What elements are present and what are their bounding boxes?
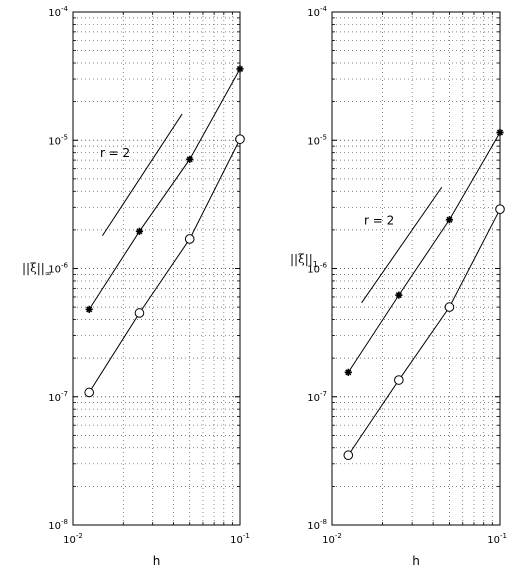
star-marker bbox=[85, 305, 93, 313]
circle-marker bbox=[394, 375, 404, 385]
y-tick-label: 10-8 bbox=[48, 518, 68, 532]
right-grid bbox=[332, 12, 500, 525]
left-x-axis-label: h bbox=[153, 554, 161, 568]
left-ticks bbox=[72, 11, 241, 526]
circle-marker bbox=[343, 450, 354, 461]
circle-marker bbox=[184, 234, 195, 244]
right-series-reference-slope bbox=[361, 186, 443, 304]
left-series-reference-slope bbox=[101, 113, 183, 237]
y-tick-label: 10-4 bbox=[48, 5, 68, 19]
series-line bbox=[101, 113, 183, 237]
circle-marker bbox=[134, 308, 145, 318]
left-series-circle bbox=[84, 134, 245, 398]
left-slope-annotation: r = 2 bbox=[100, 146, 130, 160]
y-tick-label: 10-5 bbox=[307, 133, 327, 147]
right-chart-panel: 10-8 10-7 10-6 10-5 10-4 10-2 10-1 h ||ξ||1 r = 2 bbox=[290, 5, 507, 568]
circle-marker bbox=[444, 302, 455, 312]
star-marker bbox=[496, 128, 504, 137]
star-marker bbox=[344, 368, 352, 376]
y-tick-label: 10-7 bbox=[307, 390, 327, 404]
star-marker bbox=[236, 65, 244, 73]
y-tick-label: 10-4 bbox=[307, 5, 327, 19]
right-slope-annotation: r = 2 bbox=[364, 214, 394, 228]
series-line bbox=[88, 138, 241, 393]
star-marker bbox=[135, 227, 144, 235]
left-chart-panel: 10-8 10-7 10-6 10-5 10-4 10-2 10-1 h ||ξ||∞ r = 2 bbox=[22, 5, 250, 568]
series-line bbox=[347, 132, 501, 373]
y-tick-label: 10-6 bbox=[48, 262, 68, 276]
left-grid bbox=[73, 12, 240, 525]
star-marker bbox=[186, 155, 194, 163]
x-tick-label: 10-2 bbox=[322, 532, 342, 546]
y-tick-label: 10-8 bbox=[307, 518, 327, 532]
right-x-axis-label: h bbox=[412, 554, 420, 568]
y-tick-label: 10-6 bbox=[307, 262, 327, 276]
circle-marker bbox=[495, 204, 505, 214]
series-line bbox=[88, 68, 241, 310]
left-plot-frame bbox=[72, 11, 241, 526]
y-tick-label: 10-5 bbox=[48, 133, 68, 147]
x-tick-label: 10-1 bbox=[230, 532, 250, 546]
y-tick-label: 10-7 bbox=[48, 390, 68, 404]
right-plot-frame bbox=[331, 11, 501, 526]
left-series-star bbox=[85, 65, 244, 313]
series-line bbox=[361, 186, 443, 304]
series-line bbox=[347, 208, 501, 456]
circle-marker bbox=[84, 387, 94, 398]
right-series-circle bbox=[343, 204, 505, 461]
right-y-axis-label: ||ξ||1 bbox=[290, 252, 318, 269]
left-y-axis-label: ||ξ||∞ bbox=[22, 261, 51, 278]
x-tick-label: 10-1 bbox=[487, 532, 507, 546]
x-tick-label: 10-2 bbox=[63, 532, 83, 546]
circle-marker bbox=[235, 134, 245, 144]
right-series-star bbox=[344, 128, 504, 376]
star-marker bbox=[395, 291, 403, 299]
star-marker bbox=[445, 216, 454, 224]
